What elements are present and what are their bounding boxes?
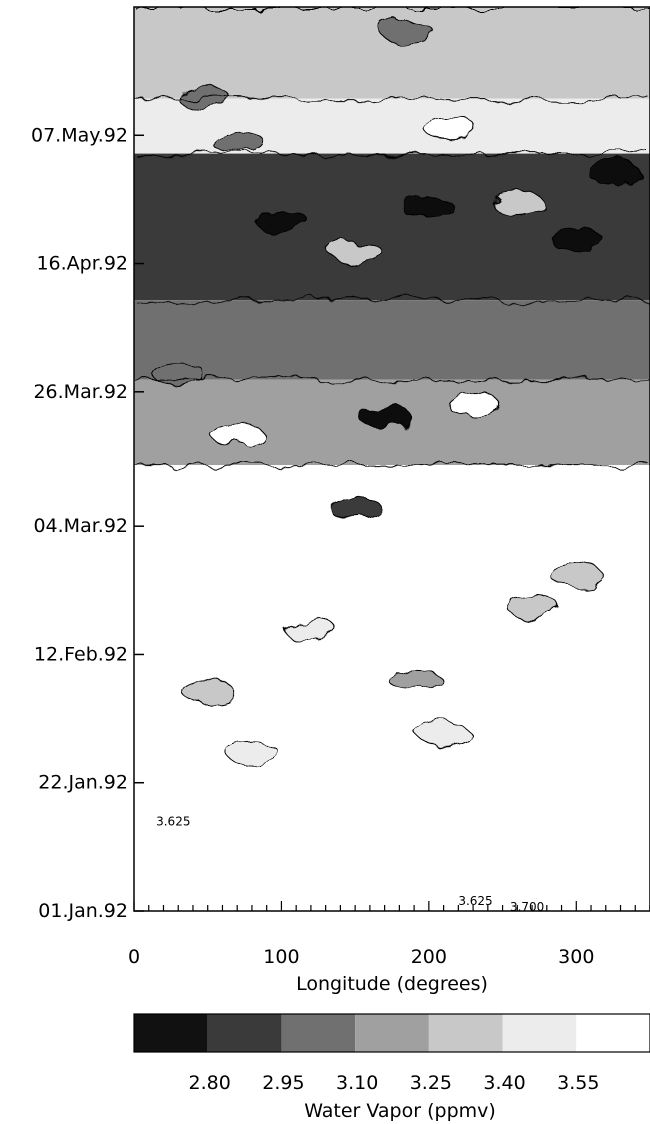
- plot-frame: [133, 6, 650, 912]
- contour-feature: [284, 618, 338, 642]
- colorbar-label: Water Vapor (ppmv): [304, 1100, 496, 1122]
- y-tick-label: 04.Mar.92: [33, 515, 128, 537]
- x-axis: 0 100 200 300: [128, 901, 650, 968]
- y-axis: 01.Jan.92 22.Jan.92 12.Feb.92 04.Mar.92 26.M…: [31, 124, 144, 922]
- contour-feature: [225, 740, 279, 764]
- contour-feature: [210, 129, 264, 153]
- colorbar-swatch: [428, 1014, 503, 1052]
- contour-feature: [505, 594, 559, 618]
- y-tick-label: 07.May.92: [31, 124, 128, 146]
- contour-features: [134, 7, 650, 764]
- contour-feature: [446, 392, 500, 416]
- contour-feature: [549, 563, 603, 587]
- plot-area: 3.625 3.625 3.700: [133, 6, 650, 914]
- contour-feature: [424, 117, 478, 141]
- x-tick-label: 200: [411, 946, 447, 968]
- contour-feature: [328, 496, 382, 520]
- contour-feature: [254, 209, 308, 233]
- colorbar-swatch: [576, 1014, 650, 1052]
- contour-value-label: 3.700: [510, 900, 544, 914]
- contour-feature: [586, 160, 640, 184]
- contour-feature: [380, 19, 434, 43]
- x-tick-label: 100: [263, 946, 299, 968]
- colorbar-swatch: [502, 1014, 577, 1052]
- contour-feature: [490, 190, 544, 214]
- contour-value-labels: 3.625 3.625 3.700: [156, 814, 544, 914]
- contour-field: 3.625 3.625 3.700: [134, 7, 650, 914]
- contour-band: [134, 153, 650, 301]
- colorbar-tick-label: 3.55: [557, 1072, 599, 1094]
- x-tick-label: 0: [128, 946, 140, 968]
- contour-feature: [151, 361, 205, 385]
- contour-feature: [387, 667, 441, 691]
- contour-value-label: 3.625: [458, 894, 492, 908]
- y-tick-label: 16.Apr.92: [36, 253, 128, 275]
- contour-band: [134, 300, 650, 380]
- y-tick-label: 26.Mar.92: [33, 381, 128, 403]
- y-tick-label: 01.Jan.92: [38, 900, 128, 922]
- x-tick-label: 300: [558, 946, 594, 968]
- colorbar-tick-label: 2.95: [262, 1072, 304, 1094]
- colorbar-swatch: [207, 1014, 282, 1052]
- contour-feature: [181, 679, 235, 703]
- contour-feature: [549, 227, 603, 251]
- contour-feature: [210, 423, 264, 447]
- colorbar: 2.80 2.95 3.10 3.25 3.40 3.55: [133, 1013, 650, 1094]
- contour-feature: [402, 197, 456, 221]
- colorbar-tick-label: 3.40: [483, 1072, 525, 1094]
- contour-feature: [328, 239, 382, 263]
- contour-feature: [358, 404, 412, 428]
- y-tick-label: 12.Feb.92: [34, 643, 128, 665]
- colorbar-tick-label: 2.80: [189, 1072, 231, 1094]
- colorbar-swatch: [134, 1014, 208, 1052]
- contour-feature: [417, 722, 471, 746]
- contour-value-label: 3.625: [156, 814, 190, 828]
- contour-band: [134, 7, 650, 99]
- x-axis-label: Longitude (degrees): [296, 973, 488, 995]
- colorbar-swatch: [281, 1014, 356, 1052]
- colorbar-frame: [133, 1013, 650, 1053]
- colorbar-tick-label: 3.25: [410, 1072, 452, 1094]
- y-tick-label: 22.Jan.92: [38, 772, 128, 794]
- colorbar-tick-label: 3.10: [336, 1072, 378, 1094]
- colorbar-swatch: [355, 1014, 429, 1052]
